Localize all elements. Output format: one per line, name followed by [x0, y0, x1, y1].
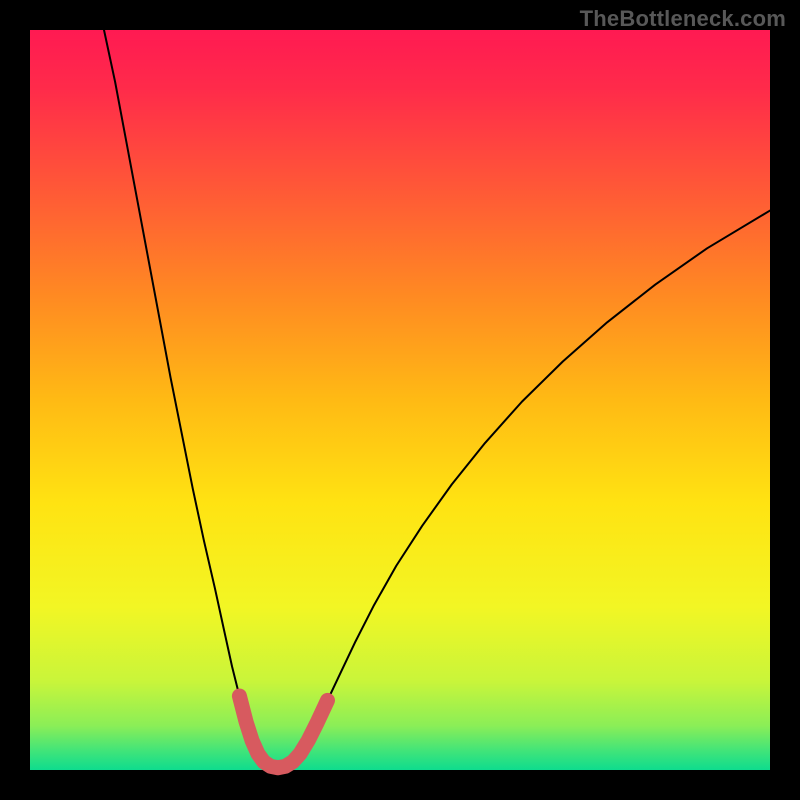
chart-background	[30, 30, 770, 770]
watermark-text: TheBottleneck.com	[580, 6, 786, 32]
bottleneck-chart	[0, 0, 800, 800]
chart-container: TheBottleneck.com	[0, 0, 800, 800]
